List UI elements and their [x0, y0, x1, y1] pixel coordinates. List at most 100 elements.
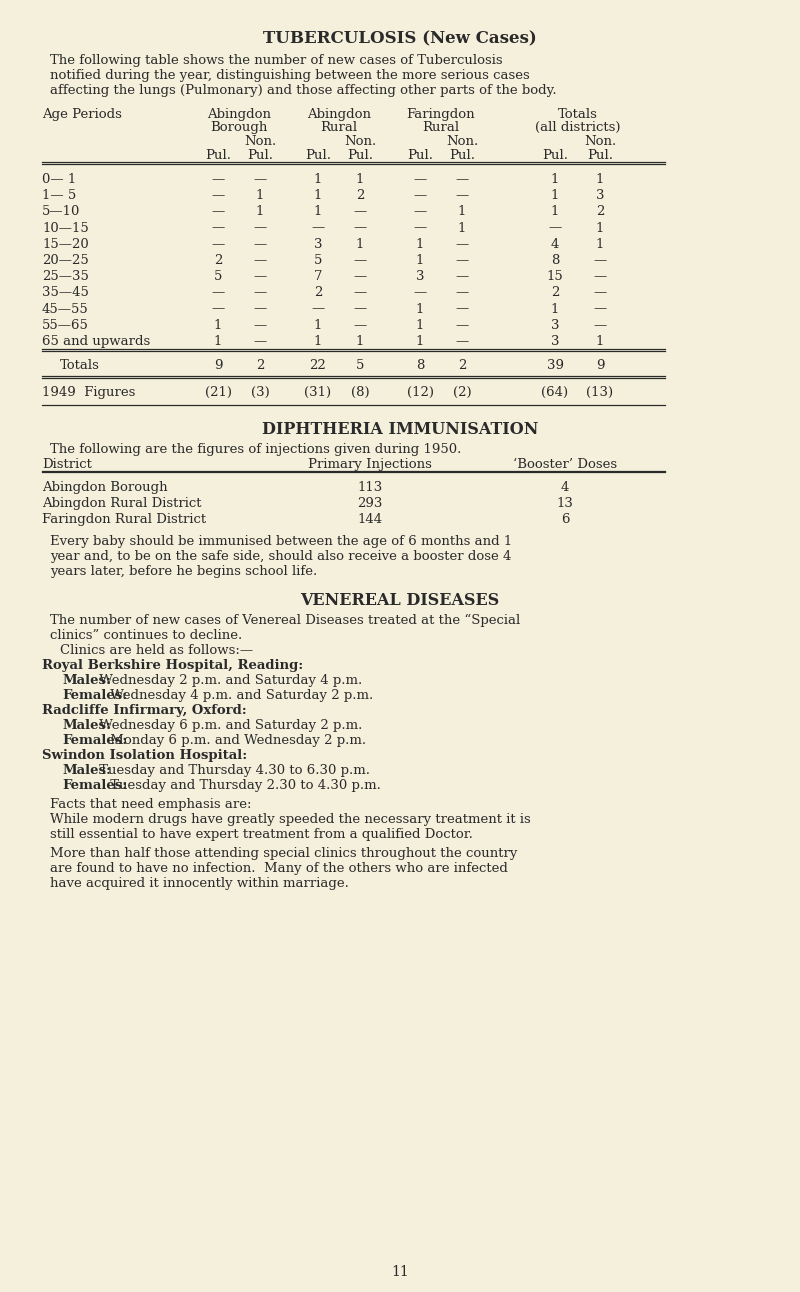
Text: 1: 1 [356, 238, 364, 251]
Text: —: — [211, 205, 225, 218]
Text: 1: 1 [256, 205, 264, 218]
Text: —: — [455, 255, 469, 267]
Text: —: — [211, 189, 225, 203]
Text: —: — [455, 287, 469, 300]
Text: 1: 1 [551, 173, 559, 186]
Text: 1: 1 [596, 222, 604, 235]
Text: Males:: Males: [62, 718, 111, 731]
Text: 1: 1 [356, 335, 364, 348]
Text: Pul.: Pul. [247, 149, 273, 162]
Text: —: — [211, 222, 225, 235]
Text: —: — [254, 255, 266, 267]
Text: Every baby should be immunised between the age of 6 months and 1: Every baby should be immunised between t… [50, 535, 512, 548]
Text: —: — [311, 302, 325, 315]
Text: (64): (64) [542, 386, 569, 399]
Text: Tuesday and Thursday 2.30 to 4.30 p.m.: Tuesday and Thursday 2.30 to 4.30 p.m. [106, 779, 382, 792]
Text: 2: 2 [356, 189, 364, 203]
Text: 1: 1 [314, 319, 322, 332]
Text: 1: 1 [551, 302, 559, 315]
Text: Monday 6 p.m. and Wednesday 2 p.m.: Monday 6 p.m. and Wednesday 2 p.m. [106, 734, 366, 747]
Text: —: — [594, 302, 606, 315]
Text: —: — [414, 222, 426, 235]
Text: (21): (21) [205, 386, 231, 399]
Text: 1: 1 [314, 189, 322, 203]
Text: —: — [594, 270, 606, 283]
Text: —: — [414, 205, 426, 218]
Text: —: — [455, 173, 469, 186]
Text: 0— 1: 0— 1 [42, 173, 76, 186]
Text: Females:: Females: [62, 689, 127, 702]
Text: —: — [594, 287, 606, 300]
Text: Facts that need emphasis are:: Facts that need emphasis are: [50, 797, 251, 810]
Text: 1: 1 [416, 255, 424, 267]
Text: Non.: Non. [584, 134, 616, 149]
Text: affecting the lungs (Pulmonary) and those affecting other parts of the body.: affecting the lungs (Pulmonary) and thos… [50, 84, 557, 97]
Text: 5: 5 [214, 270, 222, 283]
Text: 3: 3 [314, 238, 322, 251]
Text: District: District [42, 457, 92, 470]
Text: 13: 13 [557, 496, 574, 509]
Text: —: — [354, 302, 366, 315]
Text: 1: 1 [416, 319, 424, 332]
Text: —: — [548, 222, 562, 235]
Text: —: — [254, 287, 266, 300]
Text: DIPHTHERIA IMMUNISATION: DIPHTHERIA IMMUNISATION [262, 421, 538, 438]
Text: Pul.: Pul. [449, 149, 475, 162]
Text: Pul.: Pul. [305, 149, 331, 162]
Text: 1: 1 [458, 222, 466, 235]
Text: —: — [354, 222, 366, 235]
Text: —: — [354, 319, 366, 332]
Text: —: — [354, 270, 366, 283]
Text: —: — [455, 302, 469, 315]
Text: Males:: Males: [62, 673, 111, 686]
Text: 293: 293 [358, 496, 382, 509]
Text: 4: 4 [561, 481, 569, 494]
Text: —: — [254, 173, 266, 186]
Text: have acquired it innocently within marriage.: have acquired it innocently within marri… [50, 876, 349, 890]
Text: 15: 15 [546, 270, 563, 283]
Text: 1: 1 [256, 189, 264, 203]
Text: Non.: Non. [244, 134, 276, 149]
Text: 1: 1 [214, 319, 222, 332]
Text: —: — [455, 335, 469, 348]
Text: —: — [594, 319, 606, 332]
Text: (8): (8) [350, 386, 370, 399]
Text: —: — [414, 287, 426, 300]
Text: 1: 1 [314, 335, 322, 348]
Text: 1: 1 [551, 205, 559, 218]
Text: —: — [211, 238, 225, 251]
Text: —: — [594, 255, 606, 267]
Text: Faringdon: Faringdon [406, 109, 475, 121]
Text: Abingdon: Abingdon [307, 109, 371, 121]
Text: 8: 8 [551, 255, 559, 267]
Text: —: — [414, 173, 426, 186]
Text: —: — [254, 222, 266, 235]
Text: Rural: Rural [321, 121, 358, 134]
Text: 5: 5 [314, 255, 322, 267]
Text: 4: 4 [551, 238, 559, 251]
Text: 1: 1 [416, 302, 424, 315]
Text: 65 and upwards: 65 and upwards [42, 335, 150, 348]
Text: 1: 1 [416, 238, 424, 251]
Text: The following are the figures of injections given during 1950.: The following are the figures of injecti… [50, 443, 462, 456]
Text: Females:: Females: [62, 779, 127, 792]
Text: Totals: Totals [60, 359, 100, 372]
Text: —: — [455, 319, 469, 332]
Text: Radcliffe Infirmary, Oxford:: Radcliffe Infirmary, Oxford: [42, 704, 246, 717]
Text: Pul.: Pul. [542, 149, 568, 162]
Text: The number of new cases of Venereal Diseases treated at the “Special: The number of new cases of Venereal Dise… [50, 614, 520, 627]
Text: 1: 1 [551, 189, 559, 203]
Text: 3: 3 [596, 189, 604, 203]
Text: 1: 1 [356, 173, 364, 186]
Text: ‘Booster’ Doses: ‘Booster’ Doses [513, 457, 617, 470]
Text: Borough: Borough [210, 121, 268, 134]
Text: Abingdon: Abingdon [207, 109, 271, 121]
Text: year and, to be on the safe side, should also receive a booster dose 4: year and, to be on the safe side, should… [50, 549, 511, 562]
Text: —: — [311, 222, 325, 235]
Text: (3): (3) [250, 386, 270, 399]
Text: Pul.: Pul. [347, 149, 373, 162]
Text: 1: 1 [314, 173, 322, 186]
Text: 2: 2 [314, 287, 322, 300]
Text: —: — [354, 205, 366, 218]
Text: Royal Berkshire Hospital, Reading:: Royal Berkshire Hospital, Reading: [42, 659, 303, 672]
